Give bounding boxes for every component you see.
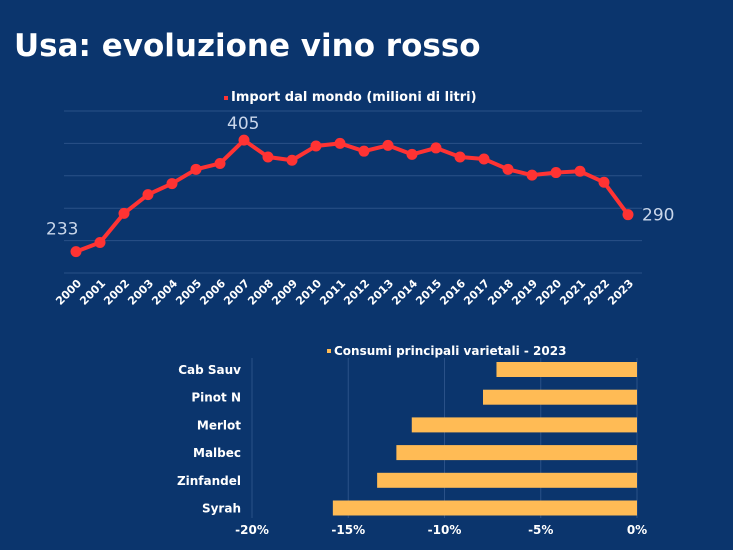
- category-label: Merlot: [197, 418, 241, 432]
- legend-marker-icon: [224, 95, 228, 100]
- data-point: [166, 178, 178, 190]
- bar: [411, 417, 637, 433]
- data-point: [286, 154, 298, 166]
- category-label: Malbec: [193, 446, 241, 460]
- data-point: [190, 163, 202, 175]
- data-point: [526, 169, 538, 181]
- bar: [396, 445, 637, 461]
- x-tick-label: -20%: [235, 523, 269, 537]
- line-chart-legend: Import dal mondo (milioni di litri): [224, 90, 477, 105]
- category-label: Zinfandel: [177, 474, 241, 488]
- data-point: [358, 145, 370, 157]
- category-label: Pinot N: [191, 391, 241, 405]
- category-label: Syrah: [202, 502, 241, 516]
- data-point: [502, 163, 514, 175]
- x-tick-label: 0%: [627, 523, 647, 537]
- bar: [377, 472, 637, 488]
- data-point: [70, 246, 82, 258]
- data-point: [430, 142, 442, 154]
- category-label: Cab Sauv: [178, 363, 241, 377]
- data-point: [406, 148, 418, 160]
- data-point: [382, 139, 394, 151]
- data-point: [310, 140, 322, 152]
- data-point: [454, 151, 466, 163]
- legend-marker-icon: [327, 349, 331, 353]
- data-point: [214, 157, 226, 169]
- bar: [496, 362, 637, 377]
- data-point: [478, 153, 490, 165]
- line-legend-label: Import dal mondo (milioni di litri): [231, 90, 477, 105]
- data-point: [262, 151, 274, 163]
- data-point: [142, 189, 154, 201]
- line-chart: 2334052902000200120022003200420052006200…: [46, 110, 674, 308]
- bar: [483, 389, 637, 405]
- x-tick-label: -15%: [331, 523, 365, 537]
- x-tick-label: -5%: [528, 523, 553, 537]
- data-point: [622, 209, 634, 221]
- data-point: [598, 176, 610, 188]
- data-point: [238, 134, 250, 146]
- x-tick-label: -10%: [428, 523, 462, 537]
- bar-chart-legend: Consumi principali varietali - 2023: [327, 344, 566, 358]
- data-label: 290: [642, 206, 674, 226]
- data-point: [574, 165, 586, 177]
- data-point: [118, 207, 130, 219]
- data-label: 405: [227, 114, 259, 134]
- data-point: [334, 137, 346, 149]
- data-point: [94, 237, 106, 249]
- data-point: [550, 167, 562, 179]
- bar: [332, 500, 637, 516]
- page-title: Usa: evoluzione vino rosso: [14, 28, 481, 64]
- bar-legend-label: Consumi principali varietali - 2023: [334, 344, 567, 358]
- data-label: 233: [46, 220, 78, 240]
